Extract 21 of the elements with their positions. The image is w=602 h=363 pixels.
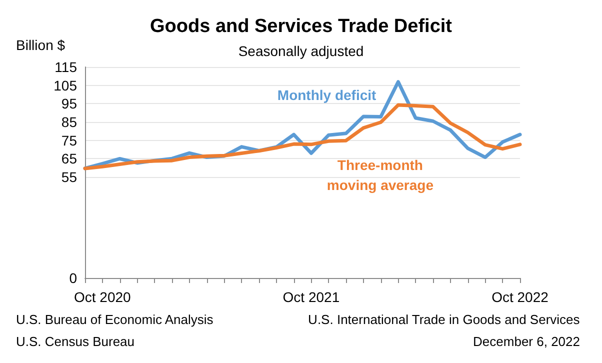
y-tick-label: 55	[61, 169, 78, 186]
y-tick-label: 85	[61, 114, 78, 130]
y-tick-label: 115	[54, 59, 78, 75]
chart-subtitle: Seasonally adjusted	[238, 43, 364, 59]
series-label: Monthly deficit	[277, 86, 377, 103]
y-tick-label: 95	[61, 96, 78, 112]
y-axis-title: Billion $	[16, 37, 66, 53]
x-tick-label: Oct 2021	[282, 289, 340, 305]
y-tick-label: 75	[61, 132, 78, 148]
y-tick-label: 65	[61, 150, 78, 167]
text: U.S. Bureau of Economic Analysis	[16, 312, 214, 327]
chart-title: Goods and Services Trade Deficit	[150, 16, 453, 37]
series-label: Three-month moving average	[326, 156, 434, 193]
x-tick-label: Oct 2022	[492, 289, 549, 305]
line-series	[83, 103, 522, 170]
y-tick-label: 0	[69, 270, 78, 286]
text: U.S. International Trade in Goods and Services	[308, 312, 580, 327]
y-tick-label: 105	[54, 77, 78, 94]
text: December 6, 2022	[473, 334, 580, 349]
text: U.S. Census Bureau	[16, 334, 135, 349]
x-tick-label: Oct 2020	[74, 289, 132, 305]
